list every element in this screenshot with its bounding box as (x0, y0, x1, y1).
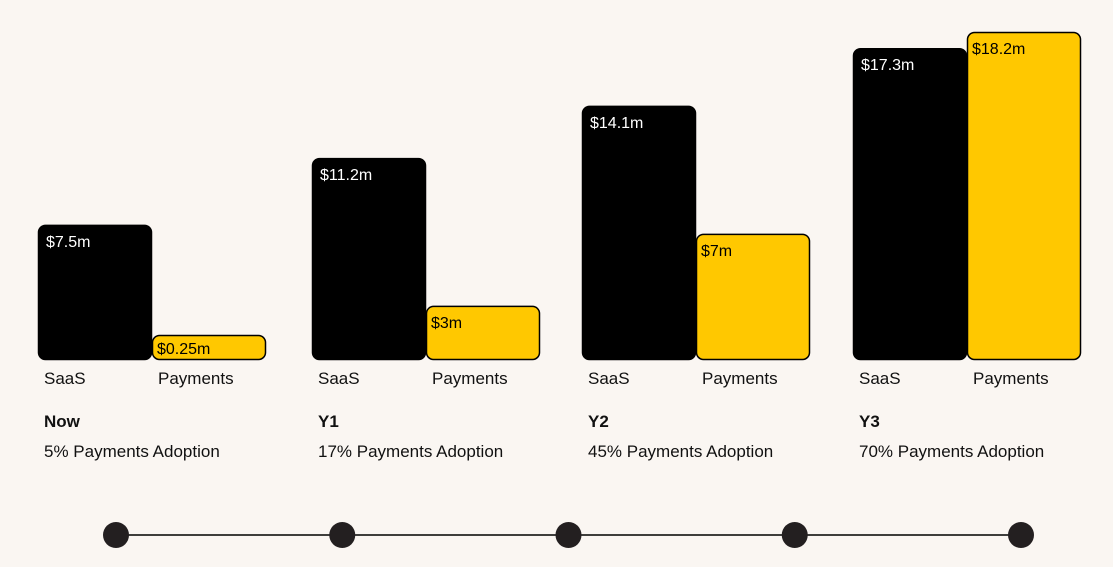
adoption-subtitle: 17% Payments Adoption (318, 442, 503, 461)
labels-layer: $7.5m SaaS $0.25m Payments Now 5% Payments Ad… (44, 41, 1049, 461)
saas-value-label: $14.1m (590, 115, 643, 132)
saas-bar-y2 (581, 105, 697, 361)
payments-bar-y3 (966, 31, 1082, 361)
period-title: Y2 (588, 412, 609, 431)
payments-value-label: $18.2m (972, 41, 1025, 58)
payments-value-label: $3m (431, 315, 462, 332)
payments-bar-y2 (695, 233, 811, 361)
saas-bar-now (37, 224, 153, 361)
saas-bar-y3 (852, 47, 968, 361)
timeline (103, 522, 1034, 548)
payments-value-label: $7m (701, 243, 732, 260)
timeline-dot (1008, 522, 1034, 548)
adoption-subtitle: 70% Payments Adoption (859, 442, 1044, 461)
timeline-dot (781, 522, 808, 548)
payments-value-label: $0.25m (157, 341, 210, 358)
bars-layer (37, 31, 1082, 361)
adoption-subtitle: 45% Payments Adoption (588, 442, 773, 461)
saas-value-label: $17.3m (861, 57, 914, 74)
payments-category-label: Payments (702, 369, 778, 388)
saas-category-label: SaaS (318, 369, 360, 388)
saas-category-label: SaaS (859, 369, 901, 388)
timeline-dot (329, 522, 356, 548)
payments-bar-y1 (425, 305, 541, 361)
adoption-subtitle: 5% Payments Adoption (44, 442, 220, 461)
saas-category-label: SaaS (44, 369, 86, 388)
payments-category-label: Payments (973, 369, 1049, 388)
payments-category-label: Payments (432, 369, 508, 388)
saas-bar-y1 (311, 157, 427, 361)
period-title: Y3 (859, 412, 880, 431)
period-title: Y1 (318, 412, 339, 431)
saas-value-label: $11.2m (320, 167, 372, 184)
saas-category-label: SaaS (588, 369, 630, 388)
timeline-dot (555, 522, 582, 548)
period-title: Now (44, 412, 81, 431)
timeline-dot (103, 522, 129, 548)
payments-category-label: Payments (158, 369, 234, 388)
saas-value-label: $7.5m (46, 234, 90, 251)
payments-bar-now (151, 334, 267, 361)
